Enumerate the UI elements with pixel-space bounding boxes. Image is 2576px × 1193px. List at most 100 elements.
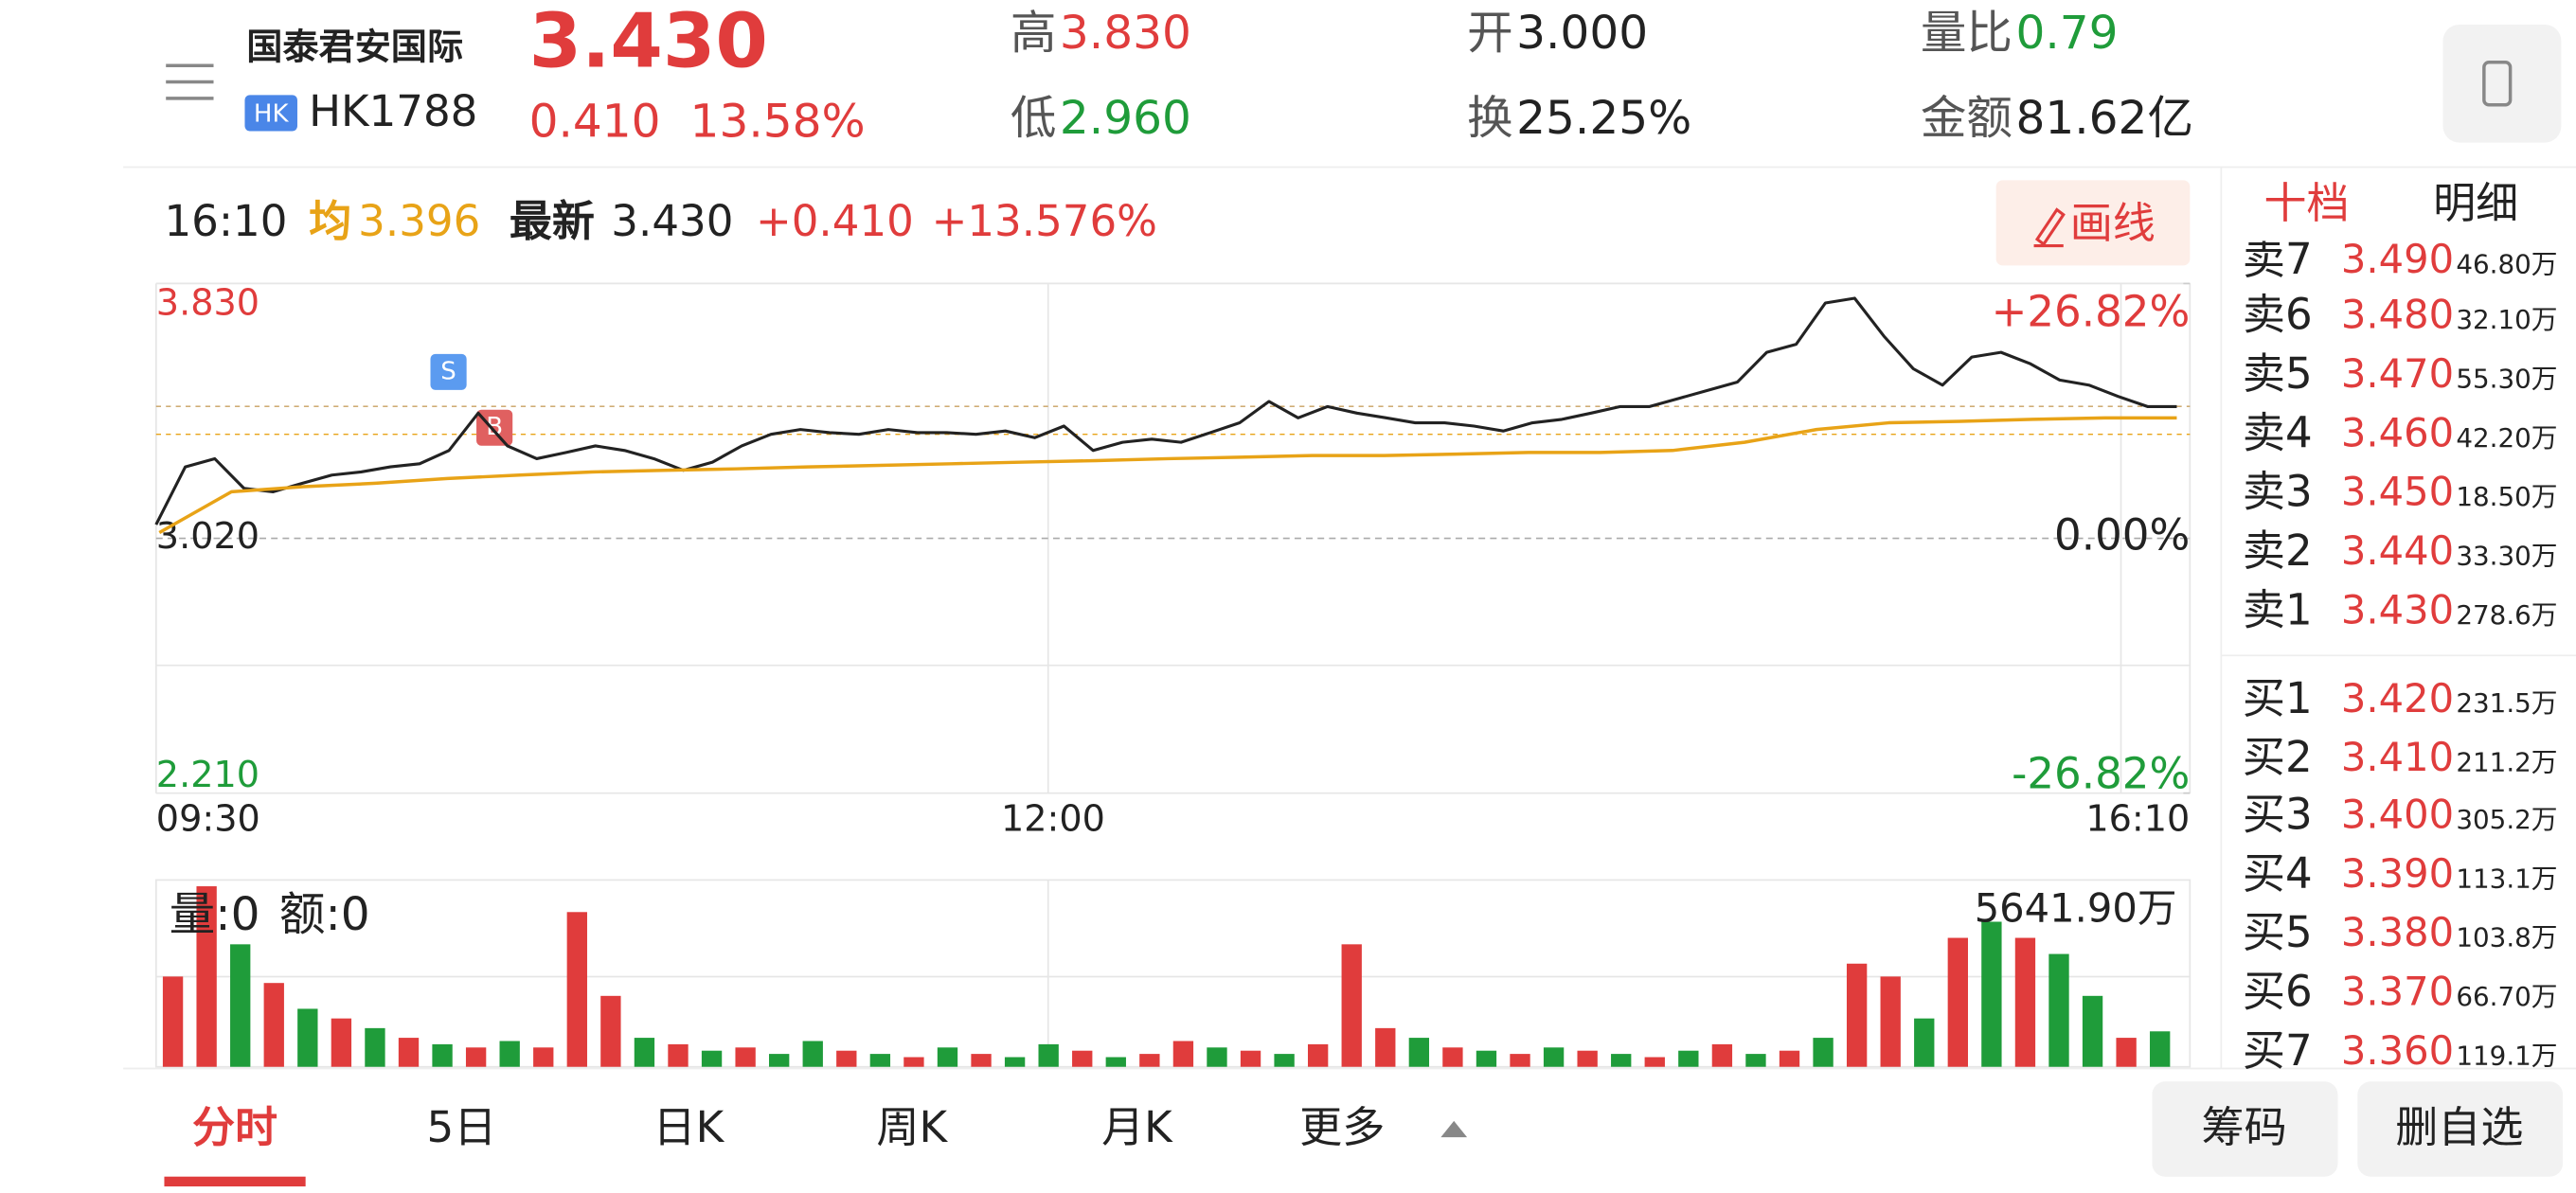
order-label: 卖4 (2243, 407, 2313, 457)
order-volume: 113.1万 (2456, 863, 2557, 894)
order-label: 买5 (2243, 907, 2313, 957)
order-volume: 103.8万 (2456, 922, 2557, 953)
volume-bar (2150, 1031, 2171, 1067)
volume-bar (937, 1047, 958, 1067)
order-volume: 18.50万 (2456, 481, 2557, 512)
volume-bar (735, 1047, 756, 1067)
more-arrow[interactable] (1440, 1120, 1468, 1138)
volume-bar (668, 1043, 689, 1067)
volume-bar (1711, 1043, 1733, 1067)
order-label: 买6 (2243, 967, 2313, 1017)
time: 16:10 (164, 196, 287, 246)
order-price: 3.470 (2341, 350, 2454, 397)
y-tick-label: 3.020 (156, 515, 259, 557)
y-tick-label: 3.830 (156, 281, 259, 323)
volume-bar (1846, 963, 1868, 1067)
average-line (158, 416, 2177, 535)
volume-bar (1644, 1057, 1665, 1067)
volume-bar (297, 1008, 318, 1067)
price-line (154, 296, 2177, 525)
period-tab[interactable]: 日K (653, 1102, 724, 1152)
button-label[interactable]: 筹码 (2201, 1102, 2286, 1152)
period-tab[interactable]: 更多 (1299, 1102, 1385, 1152)
change: 0.410 (529, 96, 661, 149)
volume-bar (1442, 1047, 1463, 1067)
stat-value: 25.25% (1516, 92, 1691, 145)
order-volume: 42.20万 (2456, 422, 2557, 454)
volume-bar (1611, 1054, 1632, 1067)
landscape-button[interactable] (2442, 24, 2562, 143)
order-tab[interactable]: 明细 (2433, 178, 2518, 228)
order-price: 3.410 (2341, 734, 2454, 780)
volume-bar (1947, 937, 1968, 1067)
market-badge (244, 95, 297, 132)
remove-watchlist-button[interactable] (2357, 1081, 2564, 1177)
volume-bar (499, 1041, 520, 1067)
stat-label: 高 (1011, 7, 1057, 60)
volume-bar (1038, 1043, 1059, 1067)
volume-bar (1274, 1054, 1295, 1067)
order-volume: 231.5万 (2456, 687, 2557, 719)
market-label: HK (254, 100, 290, 129)
volume-bar (1307, 1043, 1329, 1067)
order-price: 3.370 (2341, 969, 2454, 1015)
volume-max-label: 5641.90万 (1975, 884, 2177, 931)
avg-value: 3.396 (358, 196, 480, 246)
order-volume: 211.2万 (2456, 747, 2557, 778)
order-price: 3.400 (2341, 792, 2454, 838)
order-volume: 66.70万 (2456, 981, 2557, 1012)
order-label: 买3 (2243, 790, 2313, 840)
active-tab-underline (164, 1176, 306, 1187)
order-price: 3.450 (2341, 469, 2454, 515)
volume-bar (1510, 1054, 1530, 1067)
volume-bar (2014, 937, 2036, 1067)
volume-bar (802, 1041, 823, 1067)
stat-label: 量比 (1921, 7, 2012, 60)
stat-value: 3.830 (1060, 7, 1191, 60)
draw-button-label[interactable]: 画线 (2070, 198, 2156, 248)
button-label[interactable]: 删自选 (2395, 1102, 2523, 1152)
volume-bar (869, 1054, 891, 1067)
volume-bar (1577, 1050, 1598, 1067)
volume-bar (1240, 1050, 1261, 1067)
stock-code: HK1788 (309, 86, 477, 136)
order-label: 买4 (2243, 848, 2313, 899)
chips-button[interactable] (2152, 1081, 2338, 1177)
order-price: 3.440 (2341, 527, 2454, 574)
order-tab[interactable]: 十档 (2263, 178, 2349, 228)
volume-bar (196, 886, 217, 1067)
order-price: 3.360 (2341, 1027, 2454, 1074)
volume-bar (1476, 1050, 1497, 1067)
order-price: 3.490 (2341, 236, 2454, 282)
period-tab[interactable]: 月K (1101, 1102, 1173, 1152)
volume-bar (331, 1018, 352, 1067)
volume-bar (903, 1057, 924, 1067)
buy-marker[interactable] (476, 409, 513, 446)
order-label: 卖5 (2243, 348, 2313, 399)
period-tab[interactable]: 分时 (192, 1102, 277, 1152)
y2-tick-label: -26.82% (2012, 748, 2190, 798)
stat-value: 2.960 (1060, 92, 1191, 145)
order-label: 买1 (2243, 673, 2313, 723)
stat-value: 81.62亿 (2015, 92, 2193, 145)
change: +0.410 (756, 196, 914, 246)
volume-bar (465, 1047, 487, 1067)
order-book-mask (2223, 169, 2576, 241)
change-pct: 13.58% (690, 96, 866, 149)
period-tab[interactable]: 5日 (427, 1102, 497, 1152)
period-tab[interactable]: 周K (876, 1102, 948, 1152)
order-price: 3.430 (2341, 586, 2454, 632)
volume-bar (566, 912, 587, 1067)
sell-marker[interactable] (430, 353, 467, 390)
volume-bar (2048, 953, 2069, 1067)
volume-bar (263, 983, 284, 1067)
volume-bar (634, 1038, 655, 1067)
volume-bar (1914, 1018, 1935, 1067)
menu-icon[interactable] (166, 63, 214, 100)
stat-label: 开 (1467, 7, 1513, 60)
volume-bar (1105, 1057, 1126, 1067)
volume-bar (769, 1054, 790, 1067)
latest-value: 3.430 (611, 196, 733, 246)
